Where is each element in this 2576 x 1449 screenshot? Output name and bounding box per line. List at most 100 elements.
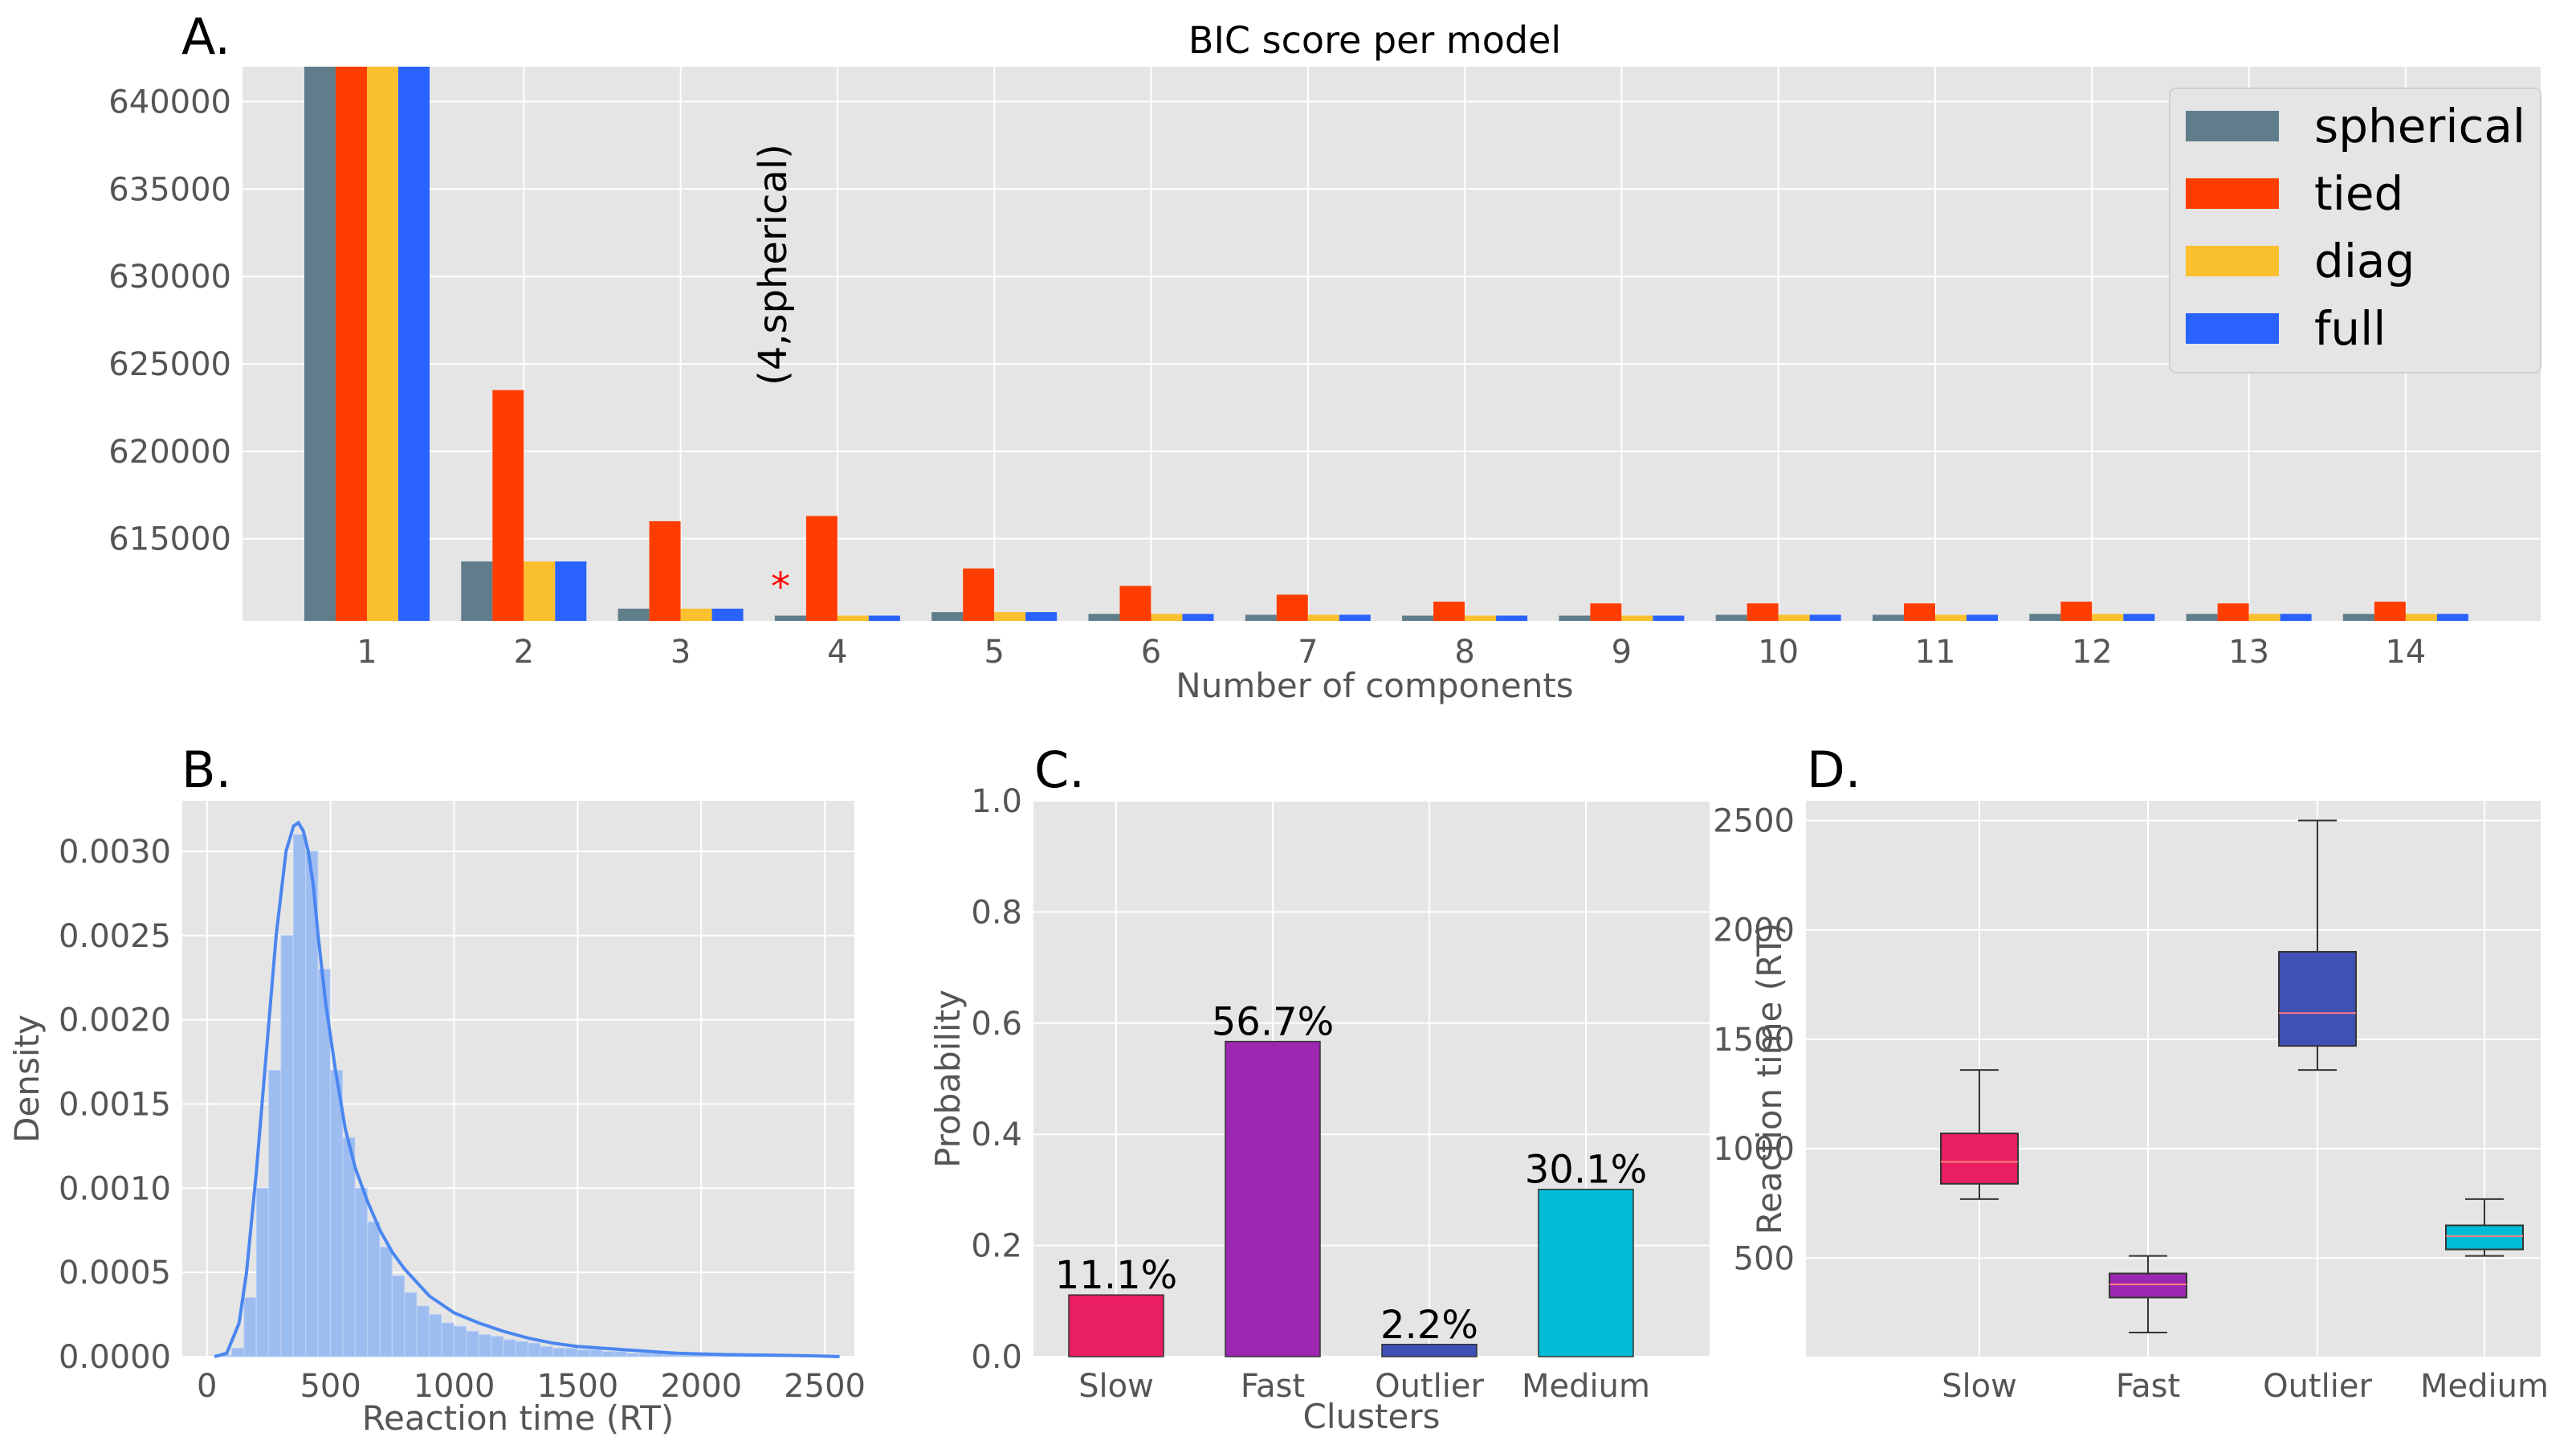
panel-b-y-tick-label: 0.0000: [59, 1339, 171, 1376]
box-body: [2445, 1224, 2524, 1251]
bar-tied: [1590, 603, 1622, 621]
bar-diag: [367, 67, 398, 621]
histogram-bar: [243, 1297, 257, 1357]
bar-full: [1653, 615, 1685, 621]
panel-b-kde-line: [214, 820, 840, 1358]
histogram-bar: [441, 1322, 454, 1357]
panel-a-x-tick-label: 9: [1612, 634, 1632, 671]
bar-full: [1496, 615, 1528, 621]
panel-d-label: D.: [1807, 741, 1861, 799]
panel-d-boxes: [1940, 819, 2524, 1334]
panel-a-x-tick-label: 1: [357, 634, 377, 671]
panel-b-x-ticks: 0 500 1000 1500 2000 2500: [197, 1368, 866, 1405]
bar-full: [711, 608, 744, 621]
panel-d-plot-area: [1806, 801, 2541, 1357]
box-body: [1940, 1133, 2019, 1185]
legend-swatch-diag: [2186, 246, 2279, 276]
panel-c-x-ticks: Slow Fast Outlier Medium: [1078, 1368, 1650, 1405]
bar-value-label: 56.7%: [1212, 1000, 1334, 1045]
panel-c-y-tick-label: 0.8: [971, 894, 1022, 931]
histogram-bar: [392, 1275, 405, 1357]
panel-d-y-axis-label: Reaction time (RT): [1750, 923, 1789, 1235]
panel-d-y-tick-label: 500: [1734, 1240, 1795, 1277]
panel-a-x-tick-label: 4: [827, 634, 847, 671]
panel-b-x-axis-label: Reaction time (RT): [362, 1398, 675, 1438]
panel-a-y-tick-label: 620000: [108, 434, 231, 471]
panel-a-x-tick-label: 5: [984, 634, 1004, 671]
panel-a-x-tick-label: 6: [1141, 634, 1161, 671]
histogram-bar: [565, 1348, 578, 1357]
legend-swatch-tied: [2186, 178, 2279, 209]
panel-a-x-tick-label: 13: [2228, 634, 2269, 671]
panel-b-y-tick-label: 0.0030: [59, 834, 171, 871]
panel-b-x-tick-label: 500: [300, 1368, 361, 1405]
bar-diag: [1307, 614, 1339, 621]
panel-a-x-tick-label: 2: [514, 634, 534, 671]
bar-spherical: [304, 67, 336, 621]
bar-spherical: [1873, 614, 1904, 621]
panel-a-y-tick-label: 625000: [108, 346, 231, 383]
panel-a-x-axis-label: Number of components: [1176, 666, 1573, 705]
bar-spherical: [2186, 614, 2218, 621]
bar-diag: [837, 615, 869, 621]
histogram-bar: [305, 851, 319, 1357]
bar-tied: [2217, 603, 2249, 621]
legend-label-diag: diag: [2314, 234, 2415, 288]
panel-a-x-tick-label: 8: [1454, 634, 1474, 671]
box-body: [2109, 1272, 2187, 1299]
panel-c: 11.1% 56.7% 2.2% 30.1% 0.0 0.2 0.4 0.6 0.8 1.0 S…: [928, 741, 1710, 1436]
bar-spherical: [931, 612, 964, 621]
bar-spherical: [1245, 614, 1277, 621]
histogram-bar: [614, 1351, 627, 1357]
bar-value-label: 2.2%: [1380, 1303, 1478, 1348]
histogram-bar: [268, 1070, 282, 1357]
bar-full: [1809, 614, 1841, 621]
bar-diag: [994, 612, 1026, 621]
legend-label-spherical: spherical: [2314, 99, 2525, 153]
panel-b-label: B.: [181, 741, 231, 799]
histogram-bar: [429, 1314, 442, 1357]
bar-full: [868, 615, 900, 621]
bar-tied: [1747, 603, 1779, 621]
histogram-bar: [404, 1292, 418, 1357]
bar-full: [1182, 614, 1214, 621]
panel-a-x-tick-label: 12: [2072, 634, 2113, 671]
panel-d-grid: [1806, 801, 2541, 1357]
histogram-bar: [416, 1305, 430, 1357]
panel-b-x-tick-label: 1500: [536, 1368, 618, 1405]
panel-c-y-tick-label: 1.0: [971, 783, 1022, 820]
box-slow: [1940, 1069, 2019, 1200]
panel-c-x-tick-label: Medium: [1522, 1368, 1650, 1405]
histogram-bar: [330, 1070, 344, 1357]
panel-a-y-tick-label: 640000: [108, 84, 231, 121]
panel-c-y-axis-label: Probability: [928, 990, 968, 1168]
histogram-bar: [342, 1137, 356, 1357]
panel-c-y-tick-label: 0.6: [971, 1006, 1022, 1043]
panel-a-title: BIC score per model: [1188, 18, 1561, 62]
panel-c-x-axis-label: Clusters: [1303, 1397, 1441, 1436]
panel-c-y-ticks: 0.0 0.2 0.4 0.6 0.8 1.0: [971, 783, 1022, 1376]
histogram-bar: [626, 1353, 640, 1357]
histogram-bar: [367, 1221, 381, 1357]
panel-d-y-tick-label: 2000: [1713, 912, 1795, 949]
panel-b-histogram: [218, 834, 838, 1357]
panel-c-x-tick-label: Slow: [1078, 1368, 1154, 1405]
panel-d-y-ticks: 500 1000 1500 2000 2500: [1713, 803, 1795, 1278]
panel-a-y-tick-label: 615000: [108, 521, 231, 558]
box-outlier: [2278, 819, 2357, 1071]
bar-spherical: [1715, 614, 1747, 621]
panel-c-x-tick-label: Outlier: [1375, 1368, 1484, 1405]
bar-diag: [1621, 615, 1653, 621]
panel-b-y-tick-label: 0.0015: [59, 1086, 171, 1123]
bar-diag: [1778, 614, 1810, 621]
panel-a-legend: spherical tied diag full: [2169, 88, 2541, 373]
bar-spherical: [618, 608, 650, 621]
bar-value-label: 30.1%: [1525, 1148, 1647, 1193]
panel-a-label: A.: [181, 7, 230, 66]
legend-label-tied: tied: [2314, 166, 2403, 221]
panel-b-y-tick-label: 0.0020: [59, 1002, 171, 1039]
panel-a-grid: [243, 67, 2541, 621]
panel-a-plot-area: [243, 67, 2541, 621]
panel-a-annotation: (4,spherical): [751, 144, 796, 386]
